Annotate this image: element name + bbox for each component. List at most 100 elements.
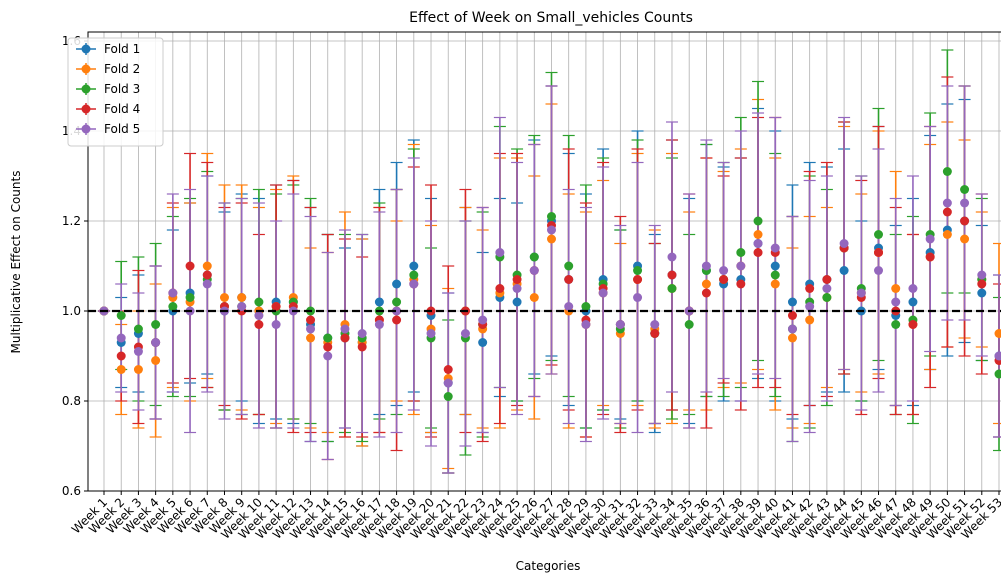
data-point [151,356,161,365]
y-tick-label: 1.2 [62,214,81,228]
data-point [977,288,987,298]
data-point [908,297,918,307]
data-point [856,288,866,298]
data-point [822,275,832,284]
data-point [753,239,763,248]
y-tick-label: 1.0 [62,304,81,318]
data-point [650,329,660,338]
data-point [736,279,746,289]
data-point [133,365,143,374]
legend-marker [81,64,91,74]
data-point [151,338,161,347]
data-point [770,270,780,280]
legend-label: Fold 3 [104,82,140,96]
data-point [822,284,832,293]
plot-area [88,49,1001,474]
data-point [942,230,952,239]
y-tick-label: 0.6 [62,484,81,498]
data-point [409,279,419,289]
data-point [633,266,643,275]
legend: Fold 1 Fold 2 Fold 3 Fold 4 Fold 5 [67,37,164,147]
data-point [185,293,195,302]
data-point [529,266,539,275]
data-point [960,185,970,194]
data-point [392,306,402,316]
data-point [667,252,677,262]
legend-marker [81,84,91,94]
data-point [770,261,780,271]
data-point [960,198,970,208]
data-point [202,270,212,280]
data-point [805,284,815,293]
data-point [633,293,643,302]
data-point [874,248,884,257]
data-point [874,266,884,275]
series-points-5 [99,198,1001,388]
data-point [392,297,402,307]
data-point [787,311,797,320]
data-point [185,261,195,271]
legend-label: Fold 2 [104,62,140,76]
data-point [701,288,711,298]
data-point [254,320,264,329]
data-point [564,275,574,284]
data-point [547,234,556,244]
data-point [753,230,763,239]
data-point [478,338,488,347]
data-point [581,302,591,311]
data-point [254,297,264,307]
data-point [374,297,384,307]
data-point [443,365,453,374]
data-point [581,320,591,329]
legend-label: Fold 4 [104,102,140,116]
data-point [443,392,453,401]
data-point [116,311,126,320]
data-point [615,320,625,329]
data-point [495,284,505,293]
data-point [374,320,384,329]
data-point [512,297,522,307]
data-point [512,275,522,284]
data-point [306,315,316,325]
data-point [736,248,746,257]
data-point [701,261,711,271]
data-point [409,261,419,271]
data-point [805,302,815,311]
data-point [426,329,436,338]
legend-marker [81,44,91,54]
data-point [116,365,126,374]
data-point [925,234,935,244]
data-point [805,315,815,325]
data-point [977,270,987,280]
y-axis-label: Multiplicative Effect on Counts [9,171,23,354]
data-point [443,378,453,388]
data-point [598,288,608,298]
data-point [719,266,729,275]
data-point [564,302,574,311]
data-point [168,302,178,311]
series-points-3 [99,167,1001,401]
x-axis-label: Categories [516,559,581,573]
data-point [323,351,333,361]
data-point [977,279,987,289]
legend-label: Fold 1 [104,42,140,56]
data-point [323,342,333,352]
y-tick-label: 0.8 [62,394,81,408]
data-point [650,320,660,329]
data-point [994,351,1001,361]
data-point [116,351,126,361]
data-point [942,207,952,217]
data-point [271,320,281,329]
data-point [392,315,402,325]
data-point [237,293,247,302]
data-point [891,284,901,293]
data-point [908,284,918,293]
data-point [306,333,316,343]
data-point [994,369,1001,379]
data-point [753,216,763,226]
data-point [529,252,539,262]
data-point [839,266,849,275]
data-point [340,324,350,334]
